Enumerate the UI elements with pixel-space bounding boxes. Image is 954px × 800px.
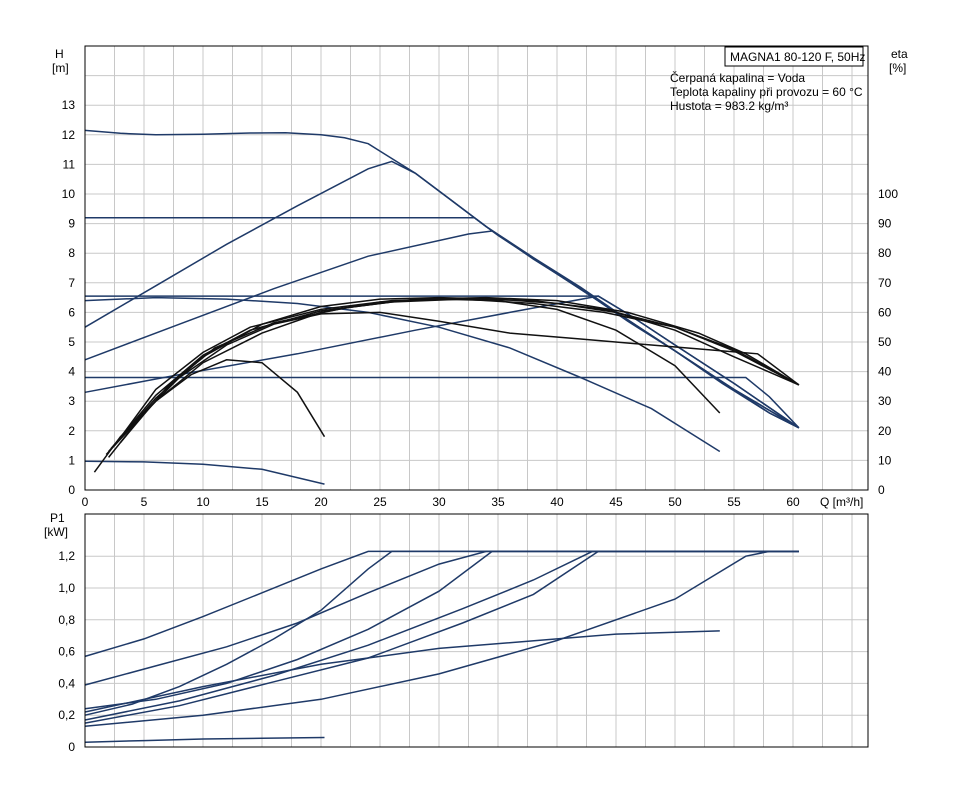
power-curve-4 <box>84 550 799 710</box>
flow-x-tick-label: 35 <box>491 495 505 509</box>
flow-x-tick-label: 60 <box>786 495 800 509</box>
power-curve-7 <box>84 550 799 728</box>
head-curve-4 <box>84 230 800 429</box>
flow-x-tick-label: 5 <box>141 495 148 509</box>
power-curves <box>84 550 799 743</box>
head-curve-8 <box>84 296 721 453</box>
head-y-tick-label: 3 <box>68 394 75 408</box>
efficiency-y-ticks: 0 10 20 30 40 50 60 70 80 90 100 <box>878 187 898 497</box>
efficiency-y-tick-label: 10 <box>878 453 892 467</box>
efficiency-y-tick-label: 30 <box>878 394 892 408</box>
head-curve-6 <box>84 295 800 429</box>
head-curve-10 <box>93 359 326 473</box>
power-curve-9 <box>84 736 325 743</box>
head-curve-9 <box>84 460 325 485</box>
power-curve-1 <box>84 550 799 658</box>
head-y-tick-label: 5 <box>68 335 75 349</box>
power-curve-5 <box>84 550 799 721</box>
head-y-tick-label: 9 <box>68 217 75 231</box>
head-y-tick-label: 0 <box>68 483 75 497</box>
power-y-tick-label: 0,6 <box>58 645 75 659</box>
efficiency-y-tick-label: 40 <box>878 365 892 379</box>
efficiency-y-tick-label: 0 <box>878 483 885 497</box>
flow-x-tick-label: 30 <box>432 495 446 509</box>
info-box-title: MAGNA1 80-120 F, 50Hz <box>730 50 865 64</box>
power-plot-frame <box>84 513 869 748</box>
efficiency-y-tick-label: 60 <box>878 305 892 319</box>
power-y-tick-label: 1,2 <box>58 549 75 563</box>
head-curve-16 <box>119 296 800 444</box>
head-y-tick-label: 6 <box>68 305 75 319</box>
flow-x-tick-label: 45 <box>609 495 623 509</box>
head-curves <box>84 129 800 485</box>
efficiency-y-tick-label: 50 <box>878 335 892 349</box>
head-grid <box>84 46 868 490</box>
flow-x-tick-label: 50 <box>668 495 682 509</box>
head-y-tick-label: 12 <box>62 128 76 142</box>
head-curve-14 <box>110 298 800 450</box>
power-curve-3 <box>84 550 799 686</box>
head-curve-15 <box>113 298 800 447</box>
flow-x-tick-label: 20 <box>314 495 328 509</box>
head-axis-unit: [m] <box>52 61 69 75</box>
head-plot-frame <box>84 45 869 491</box>
flow-x-ticks: 0 5 10 15 20 25 30 35 40 45 50 55 60 <box>82 495 800 509</box>
efficiency-y-tick-label: 20 <box>878 424 892 438</box>
head-curve-2 <box>84 160 800 429</box>
info-line-temperature: Teplota kapaliny při provozu = 60 °C <box>670 85 863 99</box>
head-y-tick-label: 8 <box>68 246 75 260</box>
head-curve-7 <box>85 376 800 429</box>
flow-axis-title: Q [m³/h] <box>820 495 863 509</box>
info-line-liquid: Čerpaná kapalina = Voda <box>670 70 805 85</box>
power-y-ticks: 0 0,2 0,4 0,6 0,8 1,0 1,2 <box>58 549 75 754</box>
power-y-tick-label: 0 <box>68 740 75 754</box>
head-curve-11 <box>108 311 800 458</box>
head-curve-12 <box>108 296 800 452</box>
info-line-density: Hustota = 983.2 kg/m³ <box>670 99 788 113</box>
power-curve-8 <box>84 630 720 713</box>
power-y-tick-label: 0,8 <box>58 613 75 627</box>
power-y-tick-label: 0,4 <box>58 676 75 690</box>
power-y-tick-label: 0,2 <box>58 708 75 722</box>
efficiency-y-tick-label: 100 <box>878 187 898 201</box>
power-axis-unit: [kW] <box>44 525 68 539</box>
flow-x-tick-label: 10 <box>196 495 210 509</box>
flow-x-tick-label: 0 <box>82 495 89 509</box>
power-y-tick-label: 1,0 <box>58 581 75 595</box>
head-y-tick-label: 13 <box>62 98 76 112</box>
efficiency-axis-unit: [%] <box>889 61 906 75</box>
power-grid <box>84 514 868 747</box>
flow-x-tick-label: 40 <box>550 495 564 509</box>
efficiency-y-tick-label: 90 <box>878 217 892 231</box>
head-axis-title: H <box>55 47 64 61</box>
efficiency-y-tick-label: 80 <box>878 246 892 260</box>
head-y-tick-label: 10 <box>62 187 76 201</box>
efficiency-axis-title: eta <box>891 47 908 61</box>
head-curve-3 <box>85 216 800 429</box>
head-y-tick-label: 2 <box>68 424 75 438</box>
head-y-tick-label: 1 <box>68 453 75 467</box>
power-axis-title: P1 <box>50 511 65 525</box>
flow-x-tick-label: 25 <box>373 495 387 509</box>
flow-x-tick-label: 55 <box>727 495 741 509</box>
head-y-tick-label: 11 <box>63 157 76 171</box>
head-y-tick-label: 7 <box>68 276 75 290</box>
head-y-tick-label: 4 <box>68 365 75 379</box>
flow-x-tick-label: 15 <box>255 495 269 509</box>
efficiency-y-tick-label: 70 <box>878 276 892 290</box>
power-curve-6 <box>84 550 799 724</box>
info-box-title-frame <box>724 46 864 67</box>
